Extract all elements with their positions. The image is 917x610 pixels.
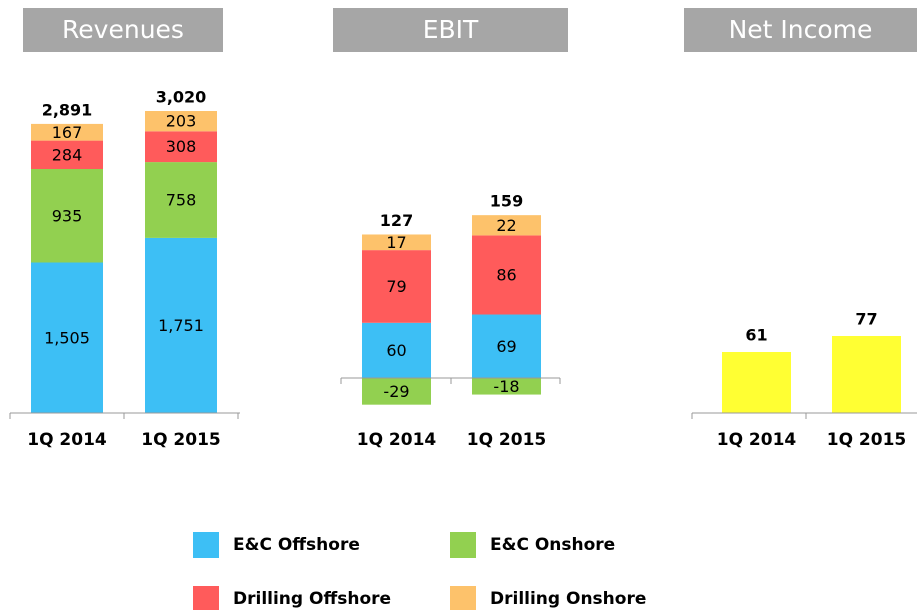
title-box (23, 8, 223, 52)
data-label: 1,751 (158, 316, 204, 335)
data-label: 22 (496, 216, 516, 235)
total-label: 127 (380, 211, 413, 230)
bar-segment (145, 111, 217, 132)
data-label: 1,505 (44, 328, 90, 347)
data-label: 61 (745, 326, 767, 345)
total-label: 159 (490, 192, 523, 211)
chart-title: Revenues (62, 15, 184, 44)
bar-segment (145, 162, 217, 238)
bar-segment (362, 250, 431, 323)
x-tick-label: 1Q 2014 (357, 430, 437, 450)
bar-segment (472, 235, 541, 315)
chart-title: Net Income (729, 15, 873, 44)
legend-label: Drilling Onshore (490, 589, 646, 609)
x-tick-label: 1Q 2015 (141, 430, 221, 450)
legend-swatch (450, 532, 476, 558)
total-label: 3,020 (156, 88, 207, 107)
data-label: 77 (855, 310, 877, 329)
data-label: 203 (166, 112, 197, 131)
chart-title: EBIT (423, 15, 479, 44)
data-label: -18 (493, 377, 519, 396)
legend-swatch (450, 586, 476, 610)
bar-segment (362, 234, 431, 251)
bar-segment (145, 131, 217, 163)
bar-segment (472, 378, 541, 395)
bar (722, 352, 791, 413)
data-label: 86 (496, 265, 516, 284)
bar-segment (31, 140, 103, 169)
data-label: 167 (52, 123, 83, 142)
bar-segment (472, 215, 541, 236)
x-tick-label: 1Q 2015 (827, 430, 907, 450)
bar (832, 336, 901, 413)
bar-segment (362, 322, 431, 378)
data-label: 758 (166, 191, 197, 210)
legend-label: E&C Onshore (490, 535, 615, 555)
legend-label: Drilling Offshore (233, 589, 391, 609)
total-label: 2,891 (42, 100, 93, 119)
bar-segment (362, 378, 431, 405)
legend-swatch (193, 586, 219, 610)
data-label: 69 (496, 337, 516, 356)
bar-segment (472, 314, 541, 378)
x-tick-label: 1Q 2014 (717, 430, 797, 450)
data-label: 935 (52, 206, 83, 225)
bar-segment (31, 169, 103, 263)
x-tick-label: 1Q 2014 (27, 430, 107, 450)
data-label: 79 (386, 277, 406, 296)
data-label: -29 (383, 382, 409, 401)
bar-segment (31, 123, 103, 141)
title-box (684, 8, 917, 52)
x-tick-label: 1Q 2015 (467, 430, 547, 450)
data-label: 60 (386, 341, 406, 360)
bar-segment (31, 262, 103, 413)
bar-segment (145, 237, 217, 413)
legend-label: E&C Offshore (233, 535, 360, 555)
legend-swatch (193, 532, 219, 558)
title-box (333, 8, 568, 52)
data-label: 284 (52, 145, 83, 164)
data-label: 17 (386, 233, 406, 252)
data-label: 308 (166, 137, 197, 156)
